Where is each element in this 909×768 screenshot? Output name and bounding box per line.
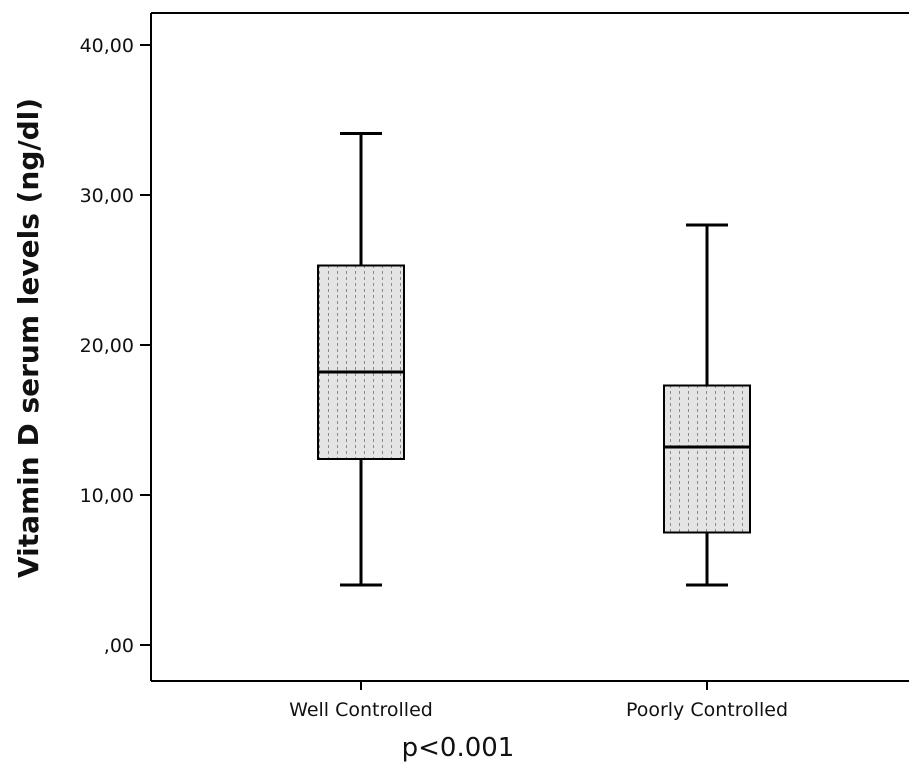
plot-frame [150, 12, 909, 682]
y-tick-label: 40,00 [80, 35, 134, 57]
x-axis-category-labels: Well Controlled Poorly Controlled [289, 681, 788, 721]
y-tick-label: 20,00 [80, 335, 134, 357]
y-tick-label: 10,00 [80, 485, 134, 507]
y-axis-ticks: ,00 10,00 20,00 30,00 40,00 [80, 35, 151, 657]
y-tick-label: ,00 [104, 635, 134, 657]
boxes-group [317, 132, 751, 587]
x-category-label: Poorly Controlled [626, 699, 788, 721]
y-axis-title: Vitamin D serum levels (ng/dl) [12, 98, 45, 578]
iqr-box [317, 264, 405, 460]
y-tick-label: 30,00 [80, 185, 134, 207]
box-poorly-controlled [663, 223, 751, 587]
x-category-label: Well Controlled [289, 699, 433, 721]
box-well-controlled [317, 132, 405, 587]
iqr-box [663, 384, 751, 534]
p-value-annotation: p<0.001 [402, 733, 515, 763]
